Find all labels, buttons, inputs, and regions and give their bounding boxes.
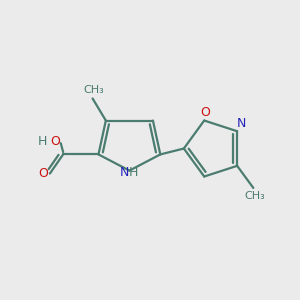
Text: N: N [119,167,129,179]
Text: N: N [237,117,246,130]
Text: CH₃: CH₃ [84,85,104,95]
Text: H: H [129,167,139,179]
Text: CH₃: CH₃ [244,191,265,201]
Text: O: O [38,167,48,180]
Text: H: H [37,135,46,148]
Text: O: O [201,106,211,119]
Text: O: O [50,135,60,148]
